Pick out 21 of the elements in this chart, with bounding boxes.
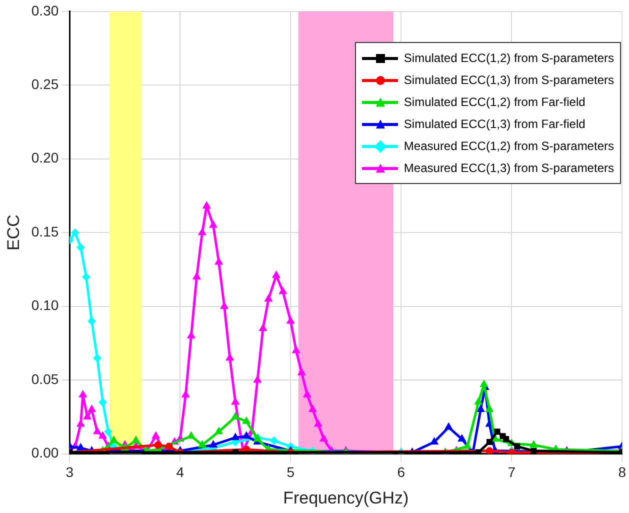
y-tick-label: 0.30 — [31, 2, 59, 18]
legend-label: Simulated ECC(1,2) from Far-field — [404, 95, 586, 109]
y-tick-label: 0.10 — [31, 297, 59, 314]
y-tick-label: 0.20 — [31, 150, 59, 166]
y-tick-label: 0.15 — [31, 223, 59, 240]
x-tick-label: 8 — [618, 464, 626, 480]
y-tick-label: 0.05 — [31, 370, 59, 387]
y-tick-label: 0.00 — [31, 444, 59, 461]
x-tick-label: 4 — [176, 464, 184, 480]
legend-label: Measured ECC(1,2) from S-parameters — [404, 139, 614, 153]
x-tick-label: 3 — [66, 464, 74, 480]
legend-label: Measured ECC(1,3) from S-parameters — [404, 161, 614, 175]
x-axis-title: Frequency(GHz) — [283, 488, 409, 508]
x-tick-label: 6 — [397, 464, 406, 480]
y-axis-title: ECC — [4, 214, 23, 251]
x-tick-label: 5 — [286, 464, 295, 480]
legend-label: Simulated ECC(1,3) from S-parameters — [404, 73, 614, 87]
legend-label: Simulated ECC(1,3) from Far-field — [404, 117, 586, 131]
legend-label: Simulated ECC(1,2) from S-parameters — [404, 51, 614, 65]
y-tick-label: 0.25 — [31, 76, 59, 92]
x-tick-label: 7 — [508, 464, 516, 480]
